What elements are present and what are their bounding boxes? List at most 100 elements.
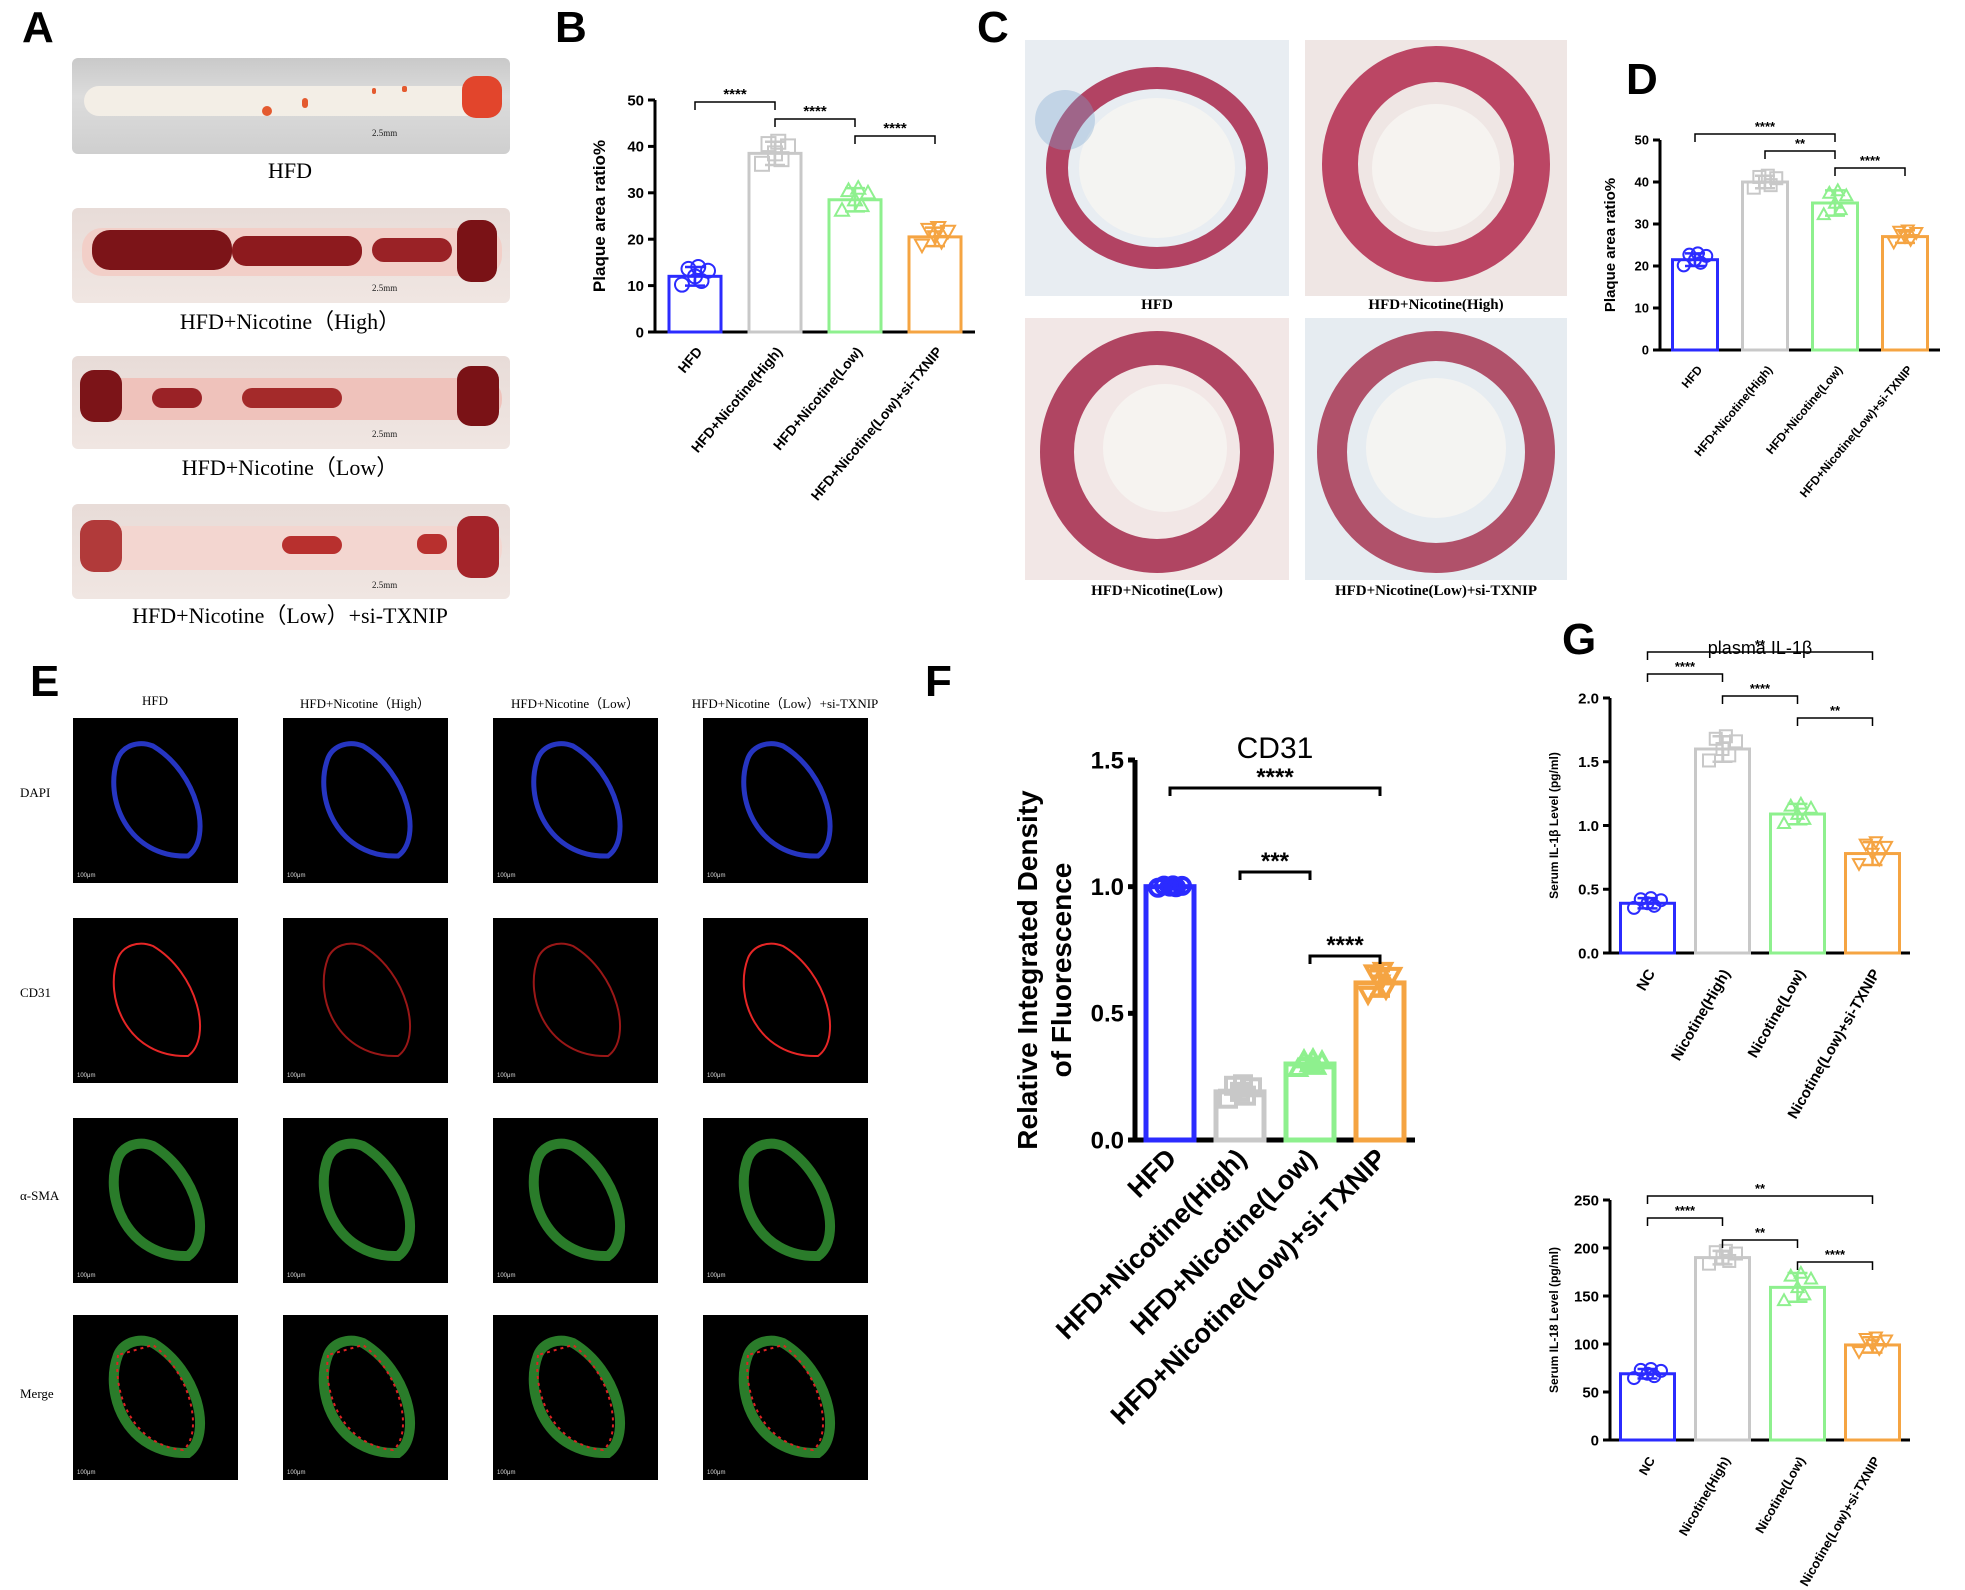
plaque-spot [457, 220, 497, 282]
micro-image-sma-1: 100μm [73, 1118, 238, 1283]
micro-scale-bar: 100μm [707, 1273, 726, 1279]
panel-letter-d: D [1626, 55, 1658, 104]
data-point [1908, 227, 1924, 241]
data-point [846, 190, 864, 207]
data-point [1356, 985, 1380, 1007]
x-tick-label: HFD [675, 344, 706, 376]
scale-bar-label: 2.5mm [372, 283, 398, 293]
data-point [674, 276, 690, 293]
y-tick-label: 30 [627, 185, 644, 202]
data-point [1301, 1046, 1325, 1068]
histology-label-hfd: HFD [1141, 297, 1173, 313]
data-point [1233, 1074, 1253, 1095]
data-point [1380, 966, 1404, 988]
y-tick-label: 1.5 [1578, 754, 1599, 771]
y-tick-label: 150 [1574, 1288, 1599, 1305]
data-point [1702, 753, 1716, 768]
micro-scale-bar: 100μm [707, 1470, 726, 1476]
significance-bracket [1721, 695, 1799, 704]
y-tick-label: 0 [1591, 1432, 1599, 1449]
significance-label: *** [1261, 848, 1290, 875]
aorta-vessel [84, 86, 494, 116]
data-point [1362, 964, 1386, 985]
y-axis-label: Relative Integrated Density [1012, 790, 1043, 1150]
bar [1671, 258, 1719, 352]
y-tick-label: 1.0 [1578, 818, 1599, 835]
bar [827, 198, 883, 334]
y-tick-label: 40 [1635, 175, 1649, 190]
aorta-photo-nicotine-low-si-txnip: 2.5mm [72, 504, 510, 599]
significance-bracket [1764, 150, 1836, 159]
y-tick-label: 1.0 [1091, 874, 1124, 901]
chart-g-il18: 0 50 100 150 200 250 Serum IL-18 Level (pg/ml)… [1547, 1181, 1910, 1588]
plaque-spot [262, 106, 272, 116]
micro-scale-bar: 100μm [707, 873, 726, 879]
micro-image-dapi-4: 100μm [703, 718, 868, 883]
aorta-photo-nicotine-low: 2.5mm [72, 356, 510, 449]
data-point [932, 234, 951, 251]
micro-scale-bar: 100μm [77, 873, 96, 879]
y-tick-label: 0.0 [1091, 1127, 1124, 1154]
x-tick-label: Nicotine(High) [1668, 967, 1734, 1064]
micro-row-merge: Merge [20, 1386, 54, 1401]
bar [1881, 235, 1929, 352]
significance-bracket [1646, 673, 1724, 682]
plaque-spot [372, 238, 452, 262]
x-tick-label: HFD+Nicotine(Low)+si-TXNIP [1797, 363, 1915, 500]
data-point [1796, 811, 1812, 825]
bar [1619, 1372, 1676, 1442]
significance-label: ** [1795, 136, 1806, 151]
x-tick-label: NC [1636, 1453, 1659, 1477]
data-point [1690, 246, 1705, 261]
panel-letter-b: B [555, 3, 587, 52]
data-point [1729, 1246, 1743, 1261]
plaque-spot [402, 86, 407, 92]
data-point [700, 262, 716, 279]
data-point [852, 196, 871, 213]
data-point [780, 138, 796, 155]
significance-bracket [1796, 1261, 1874, 1270]
micro-image-sma-3: 100μm [493, 1118, 658, 1283]
y-tick-label: 250 [1574, 1192, 1599, 1209]
data-point [913, 238, 931, 255]
data-point [1851, 858, 1867, 872]
data-point [1769, 171, 1784, 186]
data-point [1871, 1343, 1887, 1357]
aorta-label-nicotine-low: HFD+Nicotine（Low） [181, 455, 399, 480]
y-tick-label: 40 [627, 139, 644, 156]
data-point [1374, 980, 1398, 1002]
significance-bracket [1834, 167, 1906, 176]
data-point [926, 230, 944, 246]
micro-scale-bar: 100μm [287, 1470, 306, 1476]
significance-label: **** [1256, 764, 1294, 791]
data-point [690, 259, 707, 276]
aorta-label-hfd: HFD [267, 158, 313, 183]
bar [1741, 180, 1789, 352]
significance-label: **** [1750, 681, 1771, 696]
y-tick-label: 10 [1635, 301, 1649, 316]
bar [1769, 812, 1826, 955]
y-tick-label: 0.0 [1578, 945, 1599, 962]
y-axis-label: Plaque area ratio% [1602, 178, 1619, 312]
bar [1694, 1256, 1751, 1442]
data-point [1163, 875, 1183, 896]
plaque-spot [232, 236, 362, 266]
data-point [1871, 853, 1887, 868]
x-tick-label: Nicotine(High) [1676, 1454, 1733, 1538]
y-tick-label: 50 [1582, 1384, 1599, 1401]
y-axis-label: Serum IL-18 Level (pg/ml) [1547, 1247, 1561, 1393]
micro-column-nicotine-high: HFD+Nicotine（High） [299, 696, 431, 711]
bar [907, 235, 963, 334]
micro-image-merge-1: 100μm [73, 1315, 238, 1480]
micro-scale-bar: 100μm [287, 1273, 306, 1279]
significance-bracket [1168, 786, 1382, 796]
y-tick-label: 20 [627, 231, 644, 248]
data-point [1789, 1279, 1806, 1294]
plaque-spot [457, 366, 499, 426]
chart-title: CD31 [1237, 732, 1314, 765]
significance-label: **** [1675, 1203, 1696, 1218]
data-point [1776, 815, 1792, 830]
data-point [1783, 797, 1799, 812]
significance-bracket [1646, 1195, 1874, 1204]
